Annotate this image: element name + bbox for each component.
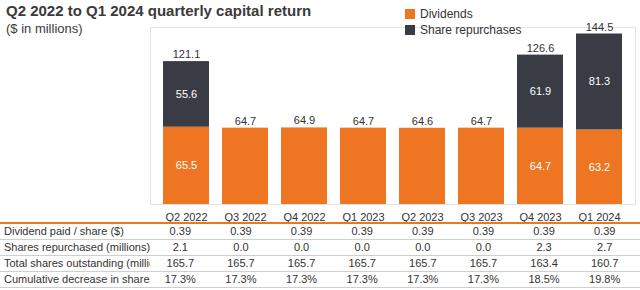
svg-text:Q4 2023: Q4 2023	[519, 211, 561, 222]
svg-text:64.6: 64.6	[412, 115, 433, 127]
svg-text:Q3 2023: Q3 2023	[460, 211, 502, 222]
html-text:18.5%: 18.5%	[528, 273, 560, 285]
svg-text:55.6: 55.6	[176, 88, 197, 100]
svg-text:64.7: 64.7	[530, 160, 551, 172]
svg-text:64.7: 64.7	[353, 115, 374, 127]
html-text:Shares repurchased (millions): Shares repurchased (millions)	[4, 241, 151, 253]
svg-text:61.9: 61.9	[530, 85, 551, 97]
svg-text:63.2: 63.2	[589, 161, 610, 173]
html-text:0.39: 0.39	[169, 225, 191, 237]
html-text:2.7: 2.7	[597, 241, 613, 253]
svg-text:126.6: 126.6	[527, 42, 555, 54]
html-text:165.7: 165.7	[287, 257, 316, 269]
svg-text:81.3: 81.3	[589, 75, 610, 87]
html-text:0.0: 0.0	[293, 241, 310, 253]
html-text:17.3%: 17.3%	[286, 273, 318, 285]
html-text:0.0: 0.0	[354, 241, 370, 253]
html-text:17.3%: 17.3%	[225, 273, 257, 285]
html-text:0.39: 0.39	[290, 225, 313, 237]
html-text:Dividend paid / share ($): Dividend paid / share ($)	[4, 225, 124, 237]
html-text:0.39: 0.39	[472, 225, 495, 237]
svg-text:Q1 2024: Q1 2024	[578, 211, 620, 222]
html-text:Q2 2022 to Q1 2024 quarterly c: Q2 2022 to Q1 2024 quarterly capital ret…	[6, 2, 312, 19]
html-text:165.7: 165.7	[469, 257, 498, 269]
html-text:($ in millions): ($ in millions)	[6, 21, 83, 36]
html-text:0.39: 0.39	[533, 225, 555, 237]
html-text:0.0: 0.0	[475, 241, 492, 253]
svg-text:Q2 2022: Q2 2022	[165, 211, 207, 222]
html-text:17.3%: 17.3%	[164, 273, 196, 285]
html-text:17.3%: 17.3%	[467, 273, 499, 285]
svg-text:144.5: 144.5	[586, 21, 614, 33]
html-text:17.3%: 17.3%	[407, 273, 439, 285]
html-text:2.3: 2.3	[536, 241, 552, 253]
svg-text:Q3 2022: Q3 2022	[224, 211, 266, 222]
html-text:19.8%: 19.8%	[589, 273, 621, 285]
svg-text:Q1 2023: Q1 2023	[342, 211, 384, 222]
svg-text:64.9: 64.9	[294, 114, 315, 126]
svg-text:64.7: 64.7	[471, 115, 492, 127]
html-text:0.39: 0.39	[230, 225, 252, 237]
html-text:0.39: 0.39	[594, 225, 616, 237]
svg-text:Q2 2023: Q2 2023	[401, 211, 443, 222]
html-text:165.7: 165.7	[348, 257, 376, 269]
html-text:160.7: 160.7	[590, 257, 619, 269]
html-text:17.3%: 17.3%	[346, 273, 378, 285]
html-text:0.39: 0.39	[412, 225, 434, 237]
svg-text:64.7: 64.7	[235, 115, 256, 127]
html-text:165.7: 165.7	[227, 257, 255, 269]
svg-text:65.5: 65.5	[176, 159, 197, 171]
html-text:0.0: 0.0	[233, 241, 249, 253]
html-text:0.39: 0.39	[351, 225, 373, 237]
html-text:2.1: 2.1	[172, 241, 188, 253]
html-text:165.7: 165.7	[409, 257, 437, 269]
svg-text:Q4 2022: Q4 2022	[283, 211, 325, 222]
html-text:Dividends: Dividends	[420, 7, 473, 21]
html-text:0.0: 0.0	[415, 241, 431, 253]
html-text:Share repurchases: Share repurchases	[420, 23, 522, 37]
svg-text:121.1: 121.1	[173, 48, 201, 60]
html-text:163.4: 163.4	[530, 257, 558, 269]
html-text:165.7: 165.7	[166, 257, 195, 269]
